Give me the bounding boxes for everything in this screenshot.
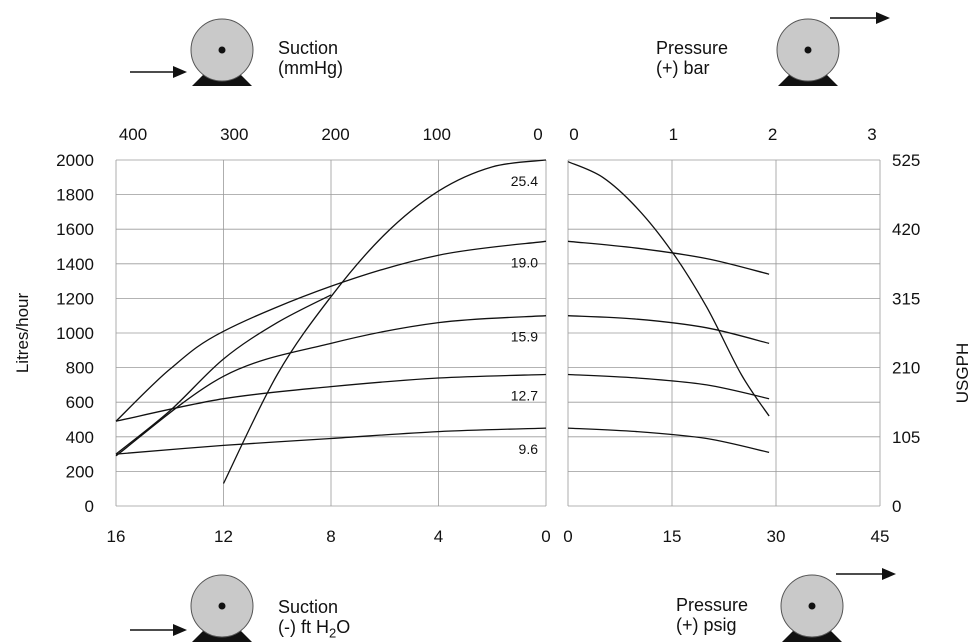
pressure-bar-line1: Pressure <box>656 38 729 58</box>
pressure-bar-label: Pressure (+) bar <box>656 38 728 78</box>
arrow-icon-suction-bottom-head <box>173 624 187 636</box>
pressure-psig-label: Pressure (+) psig <box>676 595 748 635</box>
x-top-tick-label: 0 <box>533 125 542 144</box>
x-top-tick-label: 0 <box>569 125 578 144</box>
pump-icon-pressure-bottom-hub <box>808 602 816 610</box>
suction-curve-19-0 <box>115 240 547 422</box>
arrow-icon-suction-top-head <box>173 66 187 78</box>
suction-mmhg-line2: (mmHg) <box>278 58 343 78</box>
x-bottom-tick-label: 15 <box>663 527 682 546</box>
y-right-tick-label: 210 <box>892 359 920 378</box>
suction-curve-9-6 <box>115 427 547 455</box>
pressure-curve-19-0 <box>567 240 770 275</box>
x-top-tick-label: 100 <box>423 125 451 144</box>
x-top-tick-label: 2 <box>768 125 777 144</box>
x-bottom-tick-label: 0 <box>541 527 550 546</box>
suction-ft-label: Suction (-) ft H2O <box>278 597 350 644</box>
y-tick-label: 400 <box>66 428 94 447</box>
suction-ft-subscript: 2 <box>329 625 337 641</box>
y-tick-label: 2000 <box>56 151 94 170</box>
y-right-tick-label: 0 <box>892 497 901 516</box>
curve-label: 9.6 <box>519 441 539 457</box>
arrow-icon-pressure-bottom-head <box>882 568 896 580</box>
pump-icon-suction-bottom-hub <box>218 602 226 610</box>
pump-icon-suction-top-hub <box>218 46 226 54</box>
pressure-curve-15-9 <box>567 315 770 345</box>
y-tick-label: 0 <box>85 497 94 516</box>
x-bottom-tick-label: 8 <box>326 527 335 546</box>
x-top-tick-label: 1 <box>669 125 678 144</box>
y-right-tick-label: 105 <box>892 428 920 447</box>
y-tick-label: 1200 <box>56 289 94 308</box>
x-top-tick-label: 300 <box>220 125 248 144</box>
suction-curve-15-9 <box>115 315 547 457</box>
y-axis-title-right: USGPH <box>953 343 972 403</box>
suction-ft-unit: (-) ft H <box>278 617 329 637</box>
arrow-icon-pressure-top-head <box>876 12 890 24</box>
y-tick-label: 600 <box>66 393 94 412</box>
y-right-tick-label: 315 <box>892 289 920 308</box>
suction-curve-25-4 <box>222 159 547 484</box>
suction-ft-line1: Suction <box>278 597 339 617</box>
pressure-bar-line2: (+) bar <box>656 58 710 78</box>
x-bottom-tick-label: 16 <box>107 527 126 546</box>
suction-ft-line2: (-) ft H2O <box>278 617 350 644</box>
x-bottom-tick-label: 12 <box>214 527 233 546</box>
curve-label: 19.0 <box>511 254 538 270</box>
x-top-tick-label: 400 <box>119 125 147 144</box>
pressure-psig-line1: Pressure <box>676 595 749 615</box>
y-tick-label: 1800 <box>56 186 94 205</box>
x-top-tick-label: 3 <box>867 125 876 144</box>
pressure-curve-9-6 <box>567 427 770 454</box>
suction-mmhg-line1: Suction <box>278 38 339 58</box>
x-top-tick-label: 200 <box>321 125 349 144</box>
y-tick-label: 800 <box>66 359 94 378</box>
suction-curve-12-7 <box>115 373 547 422</box>
curve-label: 15.9 <box>511 329 538 345</box>
suction-curve-unlabeled <box>115 294 332 455</box>
x-bottom-tick-label: 45 <box>871 527 890 546</box>
suction-ft-unit-suffix: O <box>336 617 351 637</box>
pump-icon-pressure-top-hub <box>804 46 812 54</box>
curve-label: 12.7 <box>511 388 538 404</box>
y-tick-label: 1400 <box>56 255 94 274</box>
suction-mmhg-label: Suction (mmHg) <box>278 38 343 78</box>
curve-label: 25.4 <box>511 173 538 189</box>
x-bottom-tick-label: 0 <box>563 527 572 546</box>
y-right-tick-label: 420 <box>892 220 920 239</box>
pressure-psig-line2: (+) psig <box>676 615 737 635</box>
y-right-tick-label: 525 <box>892 151 920 170</box>
y-tick-label: 200 <box>66 462 94 481</box>
y-tick-label: 1600 <box>56 220 94 239</box>
x-bottom-tick-label: 4 <box>434 527 443 546</box>
pressure-curve-12-7 <box>567 373 770 400</box>
y-axis-title-left: Litres/hour <box>13 293 32 374</box>
pressure-curve-25-4 <box>567 161 770 417</box>
y-tick-label: 1000 <box>56 324 94 343</box>
x-bottom-tick-label: 30 <box>767 527 786 546</box>
